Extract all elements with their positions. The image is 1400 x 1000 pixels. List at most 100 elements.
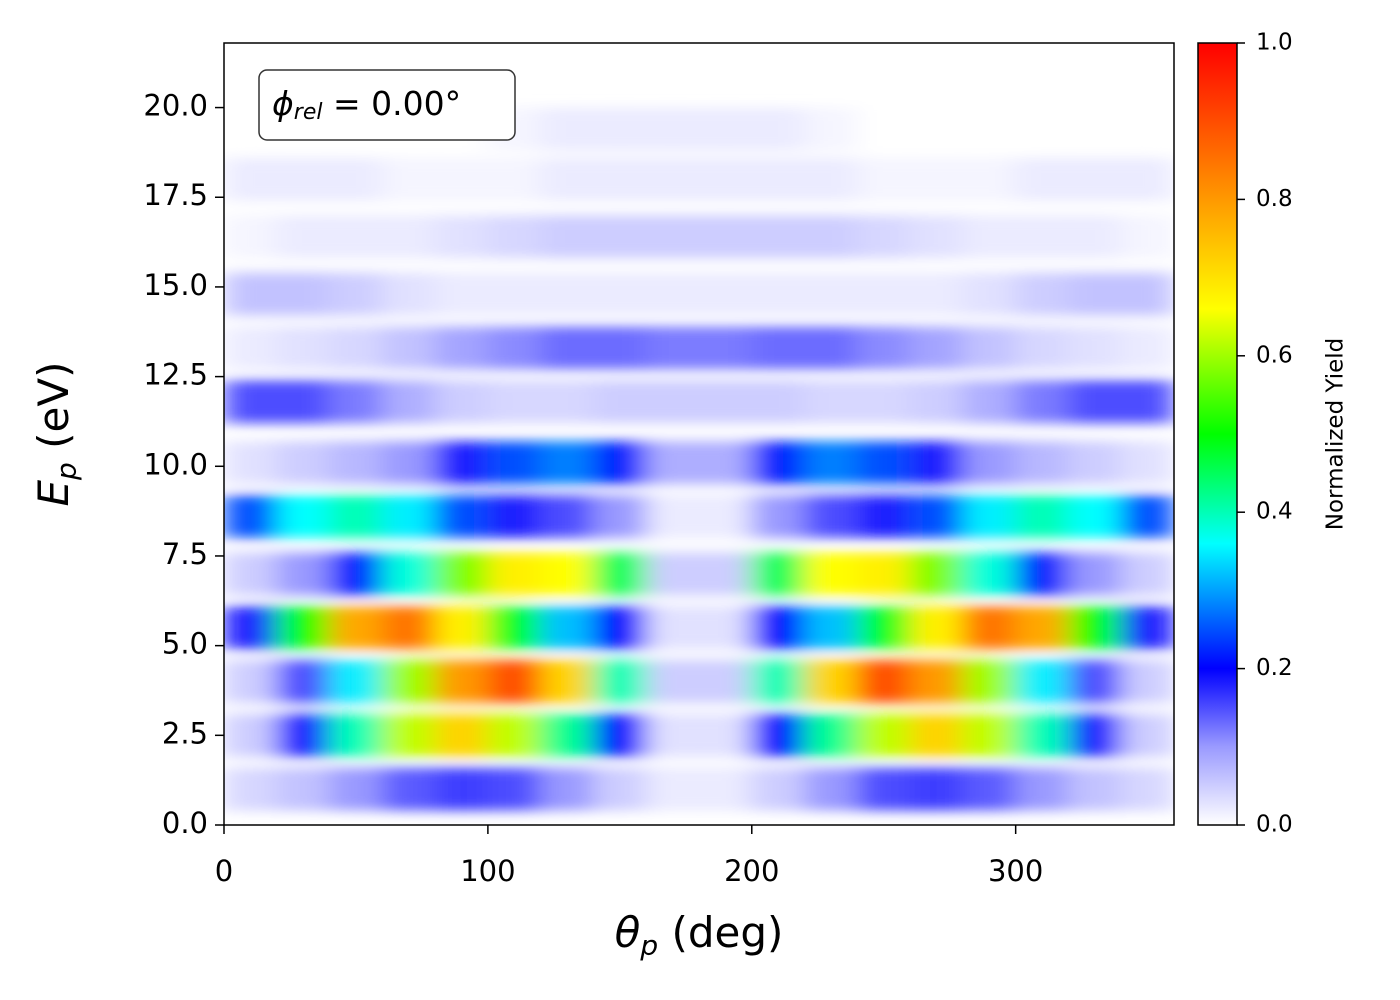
heatmap-cell: [645, 272, 700, 316]
heatmap-cell: [751, 272, 806, 316]
heatmap-cell: [962, 326, 1017, 370]
heatmap-cell: [909, 272, 964, 316]
y-label-symbol: E: [29, 480, 78, 507]
heatmap-cell: [698, 107, 753, 151]
heatmap-cell: [381, 494, 436, 539]
heatmap-cell: [381, 326, 436, 370]
heatmap-cell: [540, 552, 594, 596]
heatmap-cell: [329, 767, 383, 811]
heatmap-cell: [751, 606, 806, 650]
heatmap-cell: [962, 767, 1017, 811]
heatmap-cell: [856, 215, 911, 259]
heatmap-cell: [645, 157, 700, 201]
heatmap-cell: [1120, 380, 1174, 424]
heatmap-cell: [276, 606, 331, 650]
heatmap-cell: [751, 494, 806, 539]
heatmap-cell: [645, 659, 700, 704]
heatmap-cell: [276, 215, 331, 259]
heatmap-cell: [592, 157, 647, 201]
heatmap-cell: [224, 326, 278, 370]
heatmap-cell: [1015, 552, 1069, 596]
x-label-text: (deg): [658, 908, 783, 957]
heatmap-cell: [592, 659, 647, 704]
heatmap-cell: [751, 326, 806, 370]
heatmap-cell: [592, 767, 647, 811]
heatmap-cell: [224, 215, 278, 259]
y-tick-label: 7.5: [162, 537, 208, 571]
heatmap-cell: [1015, 380, 1069, 424]
y-label-subscript: p: [50, 462, 83, 481]
heatmap-cell: [276, 494, 331, 539]
heatmap-cell: [645, 767, 700, 811]
colorbar-tick-label: 0.8: [1256, 186, 1293, 212]
heatmap-cell: [1015, 659, 1069, 704]
heatmap-cell: [329, 441, 383, 485]
heatmap-cell: [962, 107, 1017, 151]
y-tick-label: 0.0: [162, 806, 208, 840]
heatmap-cell: [698, 272, 753, 316]
colorbar-tick-label: 0.2: [1256, 655, 1293, 681]
heatmap-cell: [962, 215, 1017, 259]
heatmap-cell: [487, 659, 542, 704]
heatmap-cell: [698, 326, 753, 370]
heatmap-cell: [540, 157, 594, 201]
heatmap-cell: [1067, 552, 1122, 596]
heatmap-cell: [592, 713, 647, 757]
y-label-text: (eV): [29, 361, 78, 462]
heatmap-cell: [645, 713, 700, 757]
heatmap-cell: [856, 441, 911, 485]
heatmap-cell: [804, 767, 858, 811]
heatmap-cell: [856, 713, 911, 757]
heatmap-cell: [487, 380, 542, 424]
heatmap-cell: [381, 215, 436, 259]
heatmap-cell: [224, 552, 278, 596]
heatmap-cell: [434, 767, 489, 811]
colorbar-tick-label: 0.0: [1256, 812, 1293, 838]
heatmap-cell: [698, 494, 753, 539]
heatmap-cell: [1067, 326, 1122, 370]
heatmap-cell: [1067, 606, 1122, 650]
heatmap-cell: [540, 659, 594, 704]
heatmap-cell: [962, 659, 1017, 704]
heatmap-cell: [276, 441, 331, 485]
annotation-text: = 0.00°: [322, 84, 461, 123]
heatmap-cell: [698, 606, 753, 650]
heatmap-cell: [804, 552, 858, 596]
heatmap-cell: [276, 767, 331, 811]
heatmap-cell: [487, 713, 542, 757]
heatmap-cell: [909, 767, 964, 811]
heatmap-cell: [698, 380, 753, 424]
heatmap-cell: [804, 272, 858, 316]
heatmap-cell: [856, 380, 911, 424]
heatmap-cell: [962, 494, 1017, 539]
heatmap-cell: [434, 606, 489, 650]
heatmap-cell: [592, 552, 647, 596]
heatmap-cell: [909, 494, 964, 539]
heatmap-cell: [698, 441, 753, 485]
heatmap-cell: [434, 659, 489, 704]
heatmap-cell: [804, 157, 858, 201]
y-tick-label: 15.0: [143, 268, 208, 302]
heatmap-cell: [592, 380, 647, 424]
heatmap-cell: [962, 380, 1017, 424]
heatmap-cell: [909, 552, 964, 596]
heatmap-cell: [698, 157, 753, 201]
heatmap-cell: [1015, 441, 1069, 485]
heatmap-cell: [224, 157, 278, 201]
heatmap-cell: [856, 494, 911, 539]
heatmap-cell: [434, 380, 489, 424]
heatmap-cell: [381, 713, 436, 757]
heatmap-cell: [856, 326, 911, 370]
heatmap-cell: [962, 441, 1017, 485]
colorbar-tick-label: 1.0: [1256, 30, 1293, 56]
heatmap-cell: [909, 441, 964, 485]
heatmap-cell: [751, 552, 806, 596]
heatmap-cell: [645, 326, 700, 370]
colorbar: [1197, 42, 1238, 826]
heatmap-cell: [909, 157, 964, 201]
heatmap-cell: [1015, 107, 1069, 151]
heatmap-cell: [224, 380, 278, 424]
heatmap-cell: [540, 606, 594, 650]
heatmap-cell: [540, 272, 594, 316]
heatmap-cell: [1120, 606, 1174, 650]
